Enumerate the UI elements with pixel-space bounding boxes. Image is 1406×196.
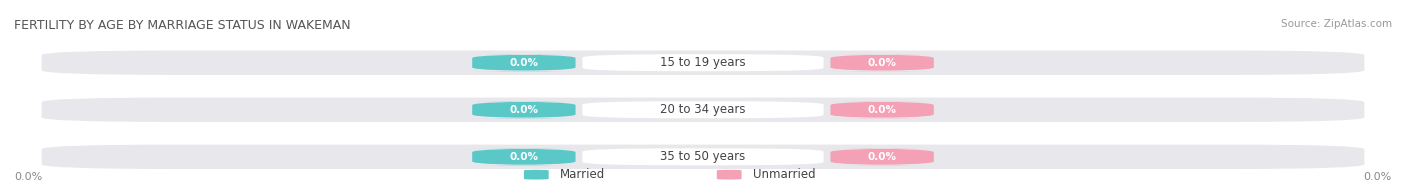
- FancyBboxPatch shape: [522, 170, 551, 180]
- Text: 0.0%: 0.0%: [509, 105, 538, 115]
- FancyBboxPatch shape: [42, 145, 1364, 169]
- FancyBboxPatch shape: [582, 101, 824, 118]
- Text: Source: ZipAtlas.com: Source: ZipAtlas.com: [1281, 19, 1392, 29]
- FancyBboxPatch shape: [582, 148, 824, 165]
- Text: 20 to 34 years: 20 to 34 years: [661, 103, 745, 116]
- FancyBboxPatch shape: [42, 51, 1364, 75]
- FancyBboxPatch shape: [582, 54, 824, 71]
- FancyBboxPatch shape: [714, 170, 744, 180]
- FancyBboxPatch shape: [465, 101, 582, 118]
- Text: 35 to 50 years: 35 to 50 years: [661, 150, 745, 163]
- Text: 0.0%: 0.0%: [868, 58, 897, 68]
- Text: 0.0%: 0.0%: [509, 58, 538, 68]
- FancyBboxPatch shape: [824, 101, 941, 118]
- Text: 0.0%: 0.0%: [14, 172, 42, 181]
- Text: 0.0%: 0.0%: [1364, 172, 1392, 181]
- Text: 15 to 19 years: 15 to 19 years: [661, 56, 745, 69]
- Text: FERTILITY BY AGE BY MARRIAGE STATUS IN WAKEMAN: FERTILITY BY AGE BY MARRIAGE STATUS IN W…: [14, 19, 350, 33]
- FancyBboxPatch shape: [42, 98, 1364, 122]
- Text: 0.0%: 0.0%: [868, 152, 897, 162]
- Text: 0.0%: 0.0%: [868, 105, 897, 115]
- FancyBboxPatch shape: [465, 54, 582, 71]
- Text: Unmarried: Unmarried: [752, 168, 815, 181]
- FancyBboxPatch shape: [465, 148, 582, 165]
- Text: Married: Married: [560, 168, 605, 181]
- Text: 0.0%: 0.0%: [509, 152, 538, 162]
- FancyBboxPatch shape: [824, 54, 941, 71]
- FancyBboxPatch shape: [824, 148, 941, 165]
